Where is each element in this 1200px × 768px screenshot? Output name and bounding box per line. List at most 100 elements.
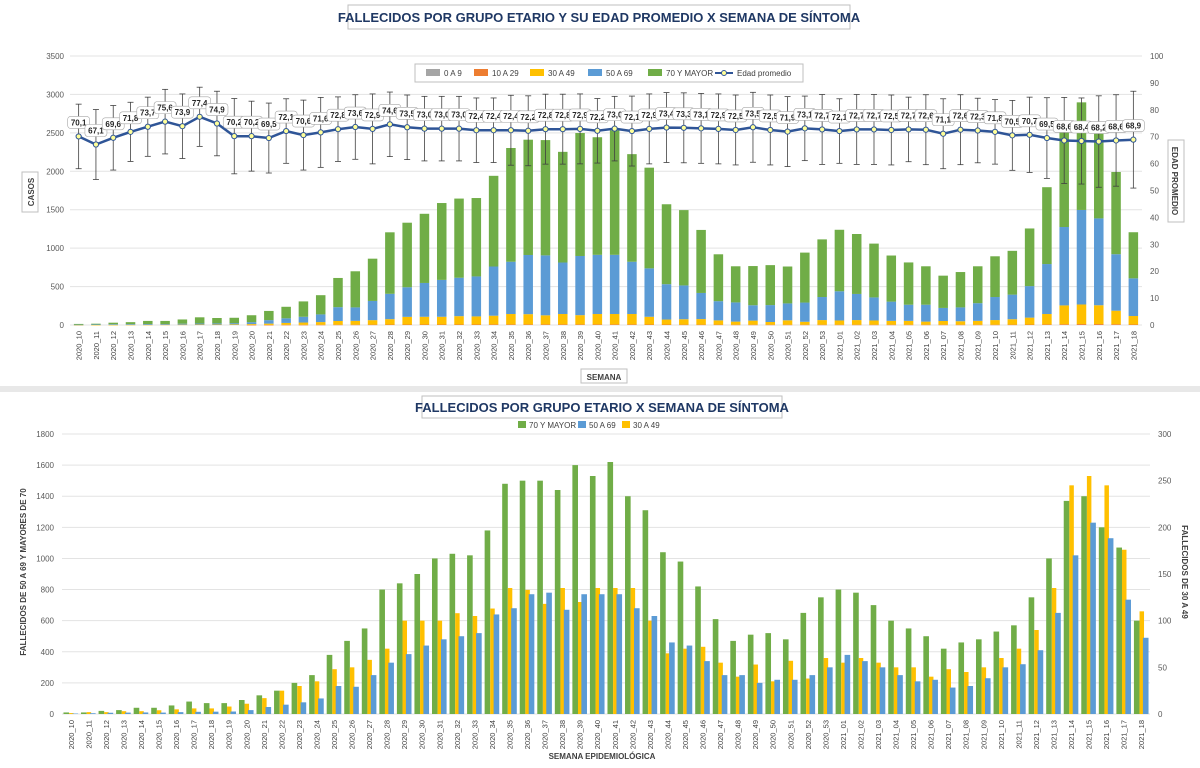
bar-10-a-29 [454,324,464,325]
bar-50-a-69 [634,608,640,714]
bar-30-a-49 [523,314,533,324]
x-tick-label: 2020_19 [230,331,239,360]
average-age-label: 70,2 [226,118,242,127]
bar-70-y-mayor [402,223,412,288]
x-tick-label: 2020_53 [818,331,827,360]
average-age-label: 71,9 [780,114,796,123]
bar-30-a-49 [610,314,620,324]
bar-70-y-mayor [143,321,153,324]
legend-label: 50 A 69 [589,421,616,430]
x-tick-label: 2020_23 [295,720,304,749]
x-tick-label: 2021_11 [1008,331,1017,360]
x-tick-label: 2020_47 [714,331,723,360]
x-tick-label: 2021_09 [979,720,988,749]
bar-10-a-29 [696,325,706,326]
bar-70-y-mayor [748,635,754,714]
x-tick-label: 2021_16 [1095,331,1104,360]
average-age-point [232,134,237,139]
bar-50-a-69 [967,686,973,714]
x-tick-label: 2020_17 [190,720,199,749]
bar-70-y-mayor [274,691,280,714]
bar-70-y-mayor [333,278,343,307]
legend-swatch [588,69,602,76]
bar-50-a-69 [143,324,153,325]
bar-70-y-mayor [432,558,438,714]
y2-axis-title: FALLECIDOS DE 30 A 49 [1180,525,1189,619]
x-tick-label: 2020_15 [161,331,170,360]
bar-70-y-mayor [169,705,175,714]
bar-70-y-mayor [627,154,637,262]
bar-30-a-49 [385,319,395,324]
bar-70-y-mayor [990,256,1000,297]
average-age-label: 72,5 [728,112,744,121]
average-age-label: 77,4 [192,99,208,108]
y2-tick-label: 60 [1150,160,1159,169]
bar-10-a-29 [644,324,654,325]
bar-50-a-69 [558,263,568,314]
x-tick-label: 2020_20 [248,331,257,360]
bar-50-a-69 [973,303,983,321]
bar-70-y-mayor [467,555,473,714]
x-tick-label: 2020_44 [663,331,672,360]
average-age-point [335,127,340,132]
bar-70-y-mayor [852,234,862,294]
bar-50-a-69 [529,594,535,714]
average-age-point [1010,133,1015,138]
bar-50-a-69 [541,255,551,315]
x-tick-label: 2020_11 [92,331,101,360]
bar-10-a-29 [748,325,758,326]
bar-50-a-69 [1073,555,1079,714]
bar-70-y-mayor [888,621,894,714]
bar-70-y-mayor [81,712,87,714]
y2-tick-label: 40 [1150,213,1159,222]
average-age-point [197,114,202,119]
x-tick-label: 2020_13 [119,720,128,749]
bar-70-y-mayor [116,710,122,714]
bar-10-a-29 [299,325,309,326]
y2-tick-label: 200 [1158,523,1172,532]
bar-30-a-49 [178,325,188,326]
bar-10-a-29 [264,325,274,326]
bottom-chart-panel: FALLECIDOS POR GRUPO ETARIO X SEMANA DE … [0,392,1200,763]
bar-50-a-69 [1125,600,1131,714]
average-age-point [76,134,81,139]
bar-50-a-69 [644,268,654,316]
x-tick-label: 2021_07 [939,331,948,360]
average-age-point [145,124,150,129]
bar-70-y-mayor [292,683,298,714]
bar-70-y-mayor [134,708,140,714]
bar-70-y-mayor [344,641,350,714]
bar-10-a-29 [575,324,585,325]
bar-70-y-mayor [379,590,385,714]
bar-50-a-69 [511,608,517,714]
bar-30-a-49 [1077,304,1087,324]
x-tick-label: 2020_16 [172,720,181,749]
average-age-point [768,127,773,132]
y-tick-label: 3000 [46,90,64,99]
average-age-point [992,129,997,134]
bar-70-y-mayor [714,254,724,301]
average-age-label: 72,1 [278,113,294,122]
x-tick-label: 2020_50 [769,720,778,749]
y-tick-label: 200 [41,679,55,688]
average-age-point [906,127,911,132]
bar-50-a-69 [385,294,395,319]
x-tick-label: 2020_45 [680,331,689,360]
average-age-label: 72,9 [572,111,588,120]
bar-30-a-49 [281,323,291,325]
bar-70-y-mayor [994,632,1000,714]
bar-30-a-49 [247,324,257,325]
bar-10-a-29 [679,325,689,326]
bar-70-y-mayor [921,266,931,304]
bar-50-a-69 [126,324,136,325]
average-age-point [180,124,185,129]
average-age-label: 72,2 [590,113,606,122]
average-age-label: 71,1 [935,116,951,125]
average-age-point [1027,132,1032,137]
bar-10-a-29 [904,325,914,326]
bar-50-a-69 [351,307,361,320]
bar-70-y-mayor [887,256,897,302]
bar-50-a-69 [506,262,516,314]
bar-70-y-mayor [502,484,508,714]
bar-30-a-49 [817,320,827,325]
